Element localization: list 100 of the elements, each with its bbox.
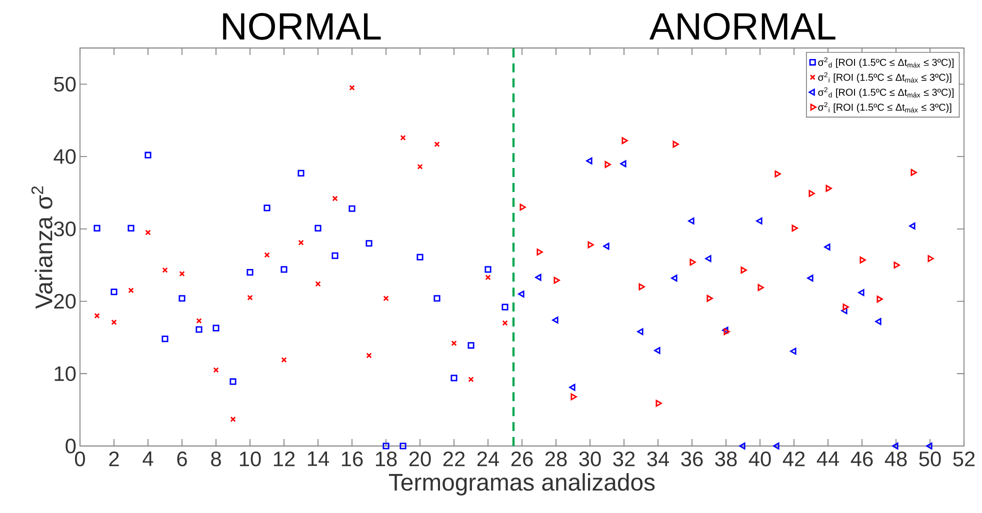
point bbox=[554, 276, 560, 284]
point bbox=[230, 378, 236, 385]
point bbox=[774, 170, 781, 178]
x-tick-label: 44 bbox=[816, 452, 840, 466]
point bbox=[638, 283, 645, 290]
x-tick-label: 48 bbox=[884, 452, 907, 466]
point bbox=[110, 288, 118, 296]
point bbox=[144, 152, 152, 158]
point bbox=[383, 296, 389, 302]
text: ANORMAL bbox=[649, 13, 836, 40]
y-tick-label: 40 bbox=[54, 149, 76, 164]
x-tick-label: 42 bbox=[782, 452, 805, 466]
point bbox=[298, 240, 304, 246]
x-tick-label: 22 bbox=[443, 452, 465, 466]
point bbox=[366, 352, 372, 358]
x-tick-label: 30 bbox=[579, 452, 601, 466]
point bbox=[841, 307, 848, 314]
point bbox=[875, 318, 882, 325]
point bbox=[520, 204, 526, 211]
point bbox=[892, 442, 898, 450]
point bbox=[502, 320, 508, 326]
point bbox=[739, 442, 746, 450]
point bbox=[620, 160, 626, 168]
point bbox=[417, 164, 423, 170]
point bbox=[111, 319, 117, 326]
point bbox=[145, 230, 151, 236]
point bbox=[536, 248, 543, 256]
point bbox=[434, 295, 440, 302]
point bbox=[162, 336, 168, 342]
x-tick-label: 18 bbox=[376, 452, 397, 466]
point bbox=[910, 169, 917, 176]
x-tick-label: 14 bbox=[308, 452, 330, 466]
point bbox=[212, 324, 220, 332]
point bbox=[196, 326, 202, 333]
x-tick-label: 2 bbox=[109, 452, 119, 466]
point bbox=[569, 384, 576, 391]
point bbox=[792, 224, 798, 232]
point bbox=[230, 416, 236, 422]
point bbox=[502, 304, 508, 310]
x-tick-label: 8 bbox=[211, 452, 221, 466]
point bbox=[94, 312, 100, 319]
point bbox=[247, 294, 253, 300]
point bbox=[434, 141, 440, 148]
point bbox=[842, 304, 849, 311]
point bbox=[128, 224, 134, 232]
point bbox=[264, 204, 270, 212]
point bbox=[468, 376, 474, 382]
y-tick-label: 20 bbox=[54, 294, 76, 309]
point bbox=[926, 442, 932, 450]
point bbox=[416, 254, 424, 260]
x-tick-label: 34 bbox=[647, 452, 670, 466]
x-tick-label: 40 bbox=[748, 452, 771, 466]
y-tick-label: 0 bbox=[66, 438, 76, 454]
x-tick-label: 4 bbox=[142, 452, 154, 466]
point bbox=[758, 284, 764, 291]
point bbox=[485, 274, 491, 280]
x-tick-label: 20 bbox=[409, 452, 431, 466]
point bbox=[672, 140, 679, 148]
point bbox=[315, 281, 321, 287]
y-tick-label: 50 bbox=[54, 76, 76, 92]
point bbox=[246, 269, 254, 276]
point bbox=[603, 242, 610, 250]
point bbox=[280, 266, 288, 273]
point bbox=[450, 374, 458, 382]
y-tick-label: 10 bbox=[54, 366, 76, 382]
legend-label: σ$^{2}$$_{i}$ [ROI (1.5ºC ≤ Δt$_{máx}$ ≤ 3ºC)] bbox=[818, 102, 952, 113]
point bbox=[552, 316, 558, 324]
point bbox=[588, 241, 594, 248]
point bbox=[671, 274, 678, 282]
x-tick-label: 50 bbox=[919, 452, 941, 466]
point bbox=[264, 252, 270, 258]
point bbox=[348, 205, 356, 212]
point bbox=[451, 340, 457, 346]
point bbox=[824, 244, 830, 250]
point bbox=[740, 266, 747, 274]
y-tick-label: 30 bbox=[54, 222, 76, 236]
point bbox=[314, 224, 322, 232]
point bbox=[349, 84, 355, 91]
x-tick-label: 6 bbox=[177, 452, 187, 466]
point bbox=[858, 289, 864, 296]
point bbox=[637, 328, 644, 336]
point bbox=[808, 190, 815, 197]
point bbox=[298, 170, 304, 176]
point bbox=[382, 442, 390, 450]
point bbox=[332, 252, 338, 259]
point bbox=[909, 222, 916, 230]
point bbox=[706, 294, 713, 302]
y-axis-title: Varianza σ$^{2}$ bbox=[31, 186, 52, 309]
point bbox=[281, 357, 287, 363]
point bbox=[790, 348, 796, 355]
point bbox=[400, 442, 406, 450]
point bbox=[128, 288, 134, 294]
point bbox=[586, 157, 592, 164]
x-tick-label: 10 bbox=[240, 452, 261, 466]
point bbox=[468, 342, 474, 349]
point bbox=[518, 290, 524, 298]
point bbox=[705, 255, 712, 262]
x-tick-label: 16 bbox=[342, 452, 363, 466]
point bbox=[535, 274, 542, 281]
x-axis-title: Termogramas analizados bbox=[388, 473, 655, 496]
